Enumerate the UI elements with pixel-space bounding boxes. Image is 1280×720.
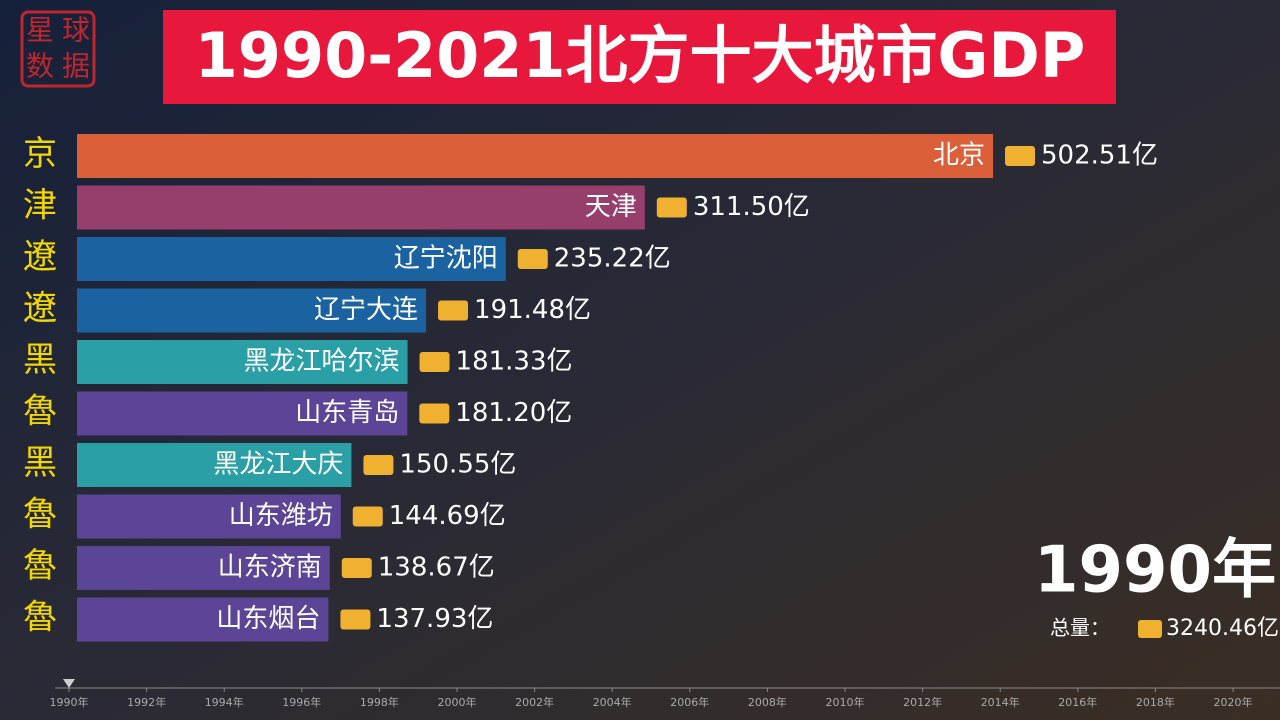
logo-char: 据 — [62, 50, 90, 83]
bar-label: 天津 — [585, 192, 637, 222]
timeline-tick-label: 2006年 — [670, 695, 709, 709]
bar-label: 黑龙江哈尔滨 — [244, 347, 400, 377]
timeline-tick-label: 1992年 — [127, 695, 166, 709]
value-label: 138.67亿 — [378, 553, 495, 583]
timeline-tick-label: 2008年 — [748, 695, 787, 709]
money-icon — [340, 609, 371, 630]
timeline-tick-label: 1998年 — [360, 695, 399, 709]
province-label: 遼 — [23, 289, 57, 329]
money-icon — [352, 506, 383, 527]
bar-label: 黑龙江大庆 — [213, 450, 343, 480]
province-label: 魯 — [23, 546, 57, 586]
timeline-tick-label: 2010年 — [826, 695, 865, 709]
province-label: 黑 — [23, 340, 57, 380]
total-label: 总量： — [1050, 616, 1110, 640]
value-label: 311.50亿 — [693, 192, 810, 222]
timeline-tick-label: 2000年 — [438, 695, 477, 709]
money-icon — [419, 403, 450, 424]
timeline-tick-label: 2002年 — [515, 695, 554, 709]
bar-label: 山东青岛 — [295, 398, 399, 428]
money-icon — [438, 300, 469, 321]
value-label: 191.48亿 — [474, 295, 591, 325]
province-label: 津 — [23, 186, 57, 226]
bar — [77, 443, 352, 487]
bar — [77, 340, 408, 384]
logo-frame — [20, 10, 96, 88]
chart-title: 1990-2021北方十大城市GDP — [195, 19, 1086, 92]
bar — [77, 597, 329, 642]
province-label: 遼 — [23, 237, 57, 277]
logo-char: 星 — [26, 14, 54, 47]
bar-label: 山东烟台 — [216, 604, 320, 634]
money-icon — [1005, 146, 1035, 166]
province-label: 黑 — [23, 443, 57, 483]
timeline-tick-label: 1996年 — [282, 695, 321, 709]
value-label: 150.55亿 — [399, 450, 516, 480]
timeline-tick-label: 2012年 — [903, 695, 942, 709]
timeline-tick-label: 2018年 — [1136, 695, 1175, 709]
value-label: 235.22亿 — [554, 244, 671, 274]
total-value: 3240.46亿 — [1166, 616, 1279, 641]
timeline-tick-label: 2014年 — [981, 695, 1020, 709]
logo-char: 数 — [26, 50, 54, 83]
money-icon — [656, 197, 687, 218]
money-icon — [341, 558, 372, 578]
timeline-marker — [63, 679, 75, 688]
province-label: 京 — [23, 134, 57, 174]
bar-label: 山东潍坊 — [229, 501, 333, 531]
title-box — [163, 10, 1116, 104]
bar-label: 辽宁沈阳 — [394, 244, 498, 274]
bar-label: 北京 — [933, 141, 985, 171]
value-label: 137.93亿 — [376, 604, 493, 634]
money-icon — [1138, 620, 1162, 638]
province-label: 魯 — [23, 598, 57, 638]
timeline-tick-label: 1990年 — [50, 695, 89, 709]
value-label: 181.33亿 — [456, 347, 573, 377]
timeline-tick-label: 2004年 — [593, 695, 632, 709]
timeline-tick-label: 1994年 — [205, 695, 244, 709]
province-label: 魯 — [23, 392, 57, 432]
timeline-tick-label: 2016年 — [1058, 695, 1097, 709]
bar — [77, 546, 330, 590]
bar — [77, 494, 341, 539]
money-icon — [517, 249, 548, 269]
value-label: 181.20亿 — [455, 398, 572, 428]
bar-label: 辽宁大连 — [314, 295, 418, 325]
value-label: 502.51亿 — [1041, 141, 1158, 171]
bar — [77, 288, 427, 333]
bar — [77, 134, 993, 178]
bar — [77, 185, 645, 230]
year-label: 1990年 — [1034, 534, 1276, 608]
logo-char: 球 — [62, 14, 90, 47]
province-label: 魯 — [23, 495, 57, 535]
bar-label: 山东济南 — [218, 553, 322, 583]
value-label: 144.69亿 — [389, 501, 506, 531]
money-icon — [363, 455, 394, 475]
bar — [77, 237, 506, 281]
bar — [77, 391, 408, 436]
timeline-tick-label: 2020年 — [1214, 695, 1253, 709]
money-icon — [419, 352, 450, 372]
